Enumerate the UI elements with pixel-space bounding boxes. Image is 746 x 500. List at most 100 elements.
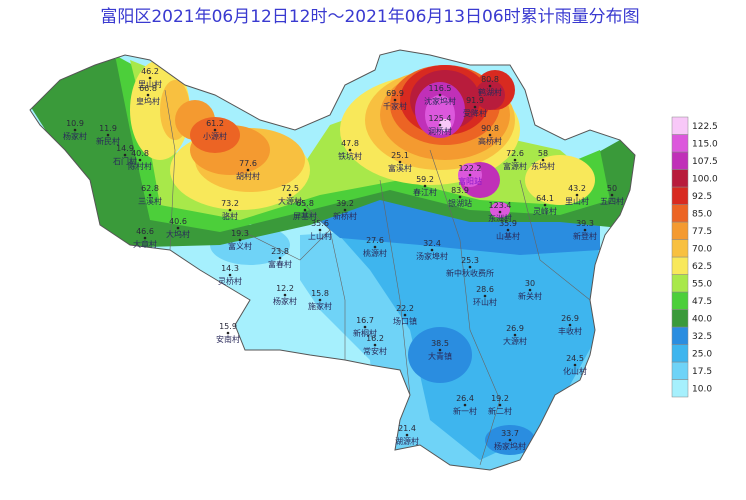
station-value: 32.4 — [423, 239, 441, 248]
station-value: 25.1 — [391, 151, 409, 160]
legend-label: 40.0 — [692, 314, 712, 324]
region-outline — [29, 49, 636, 471]
station-value: 14.3 — [221, 264, 239, 273]
station-dot — [506, 228, 510, 232]
station-dot — [228, 273, 232, 277]
station-dot — [468, 265, 472, 269]
station-value: 59.2 — [416, 175, 434, 184]
station-name: 富源村 — [503, 161, 527, 171]
station-name: 新桐村 — [353, 328, 377, 338]
map-title: 富阳区2021年06月12日12时～2021年06月13日06时累计雨量分布图 — [100, 7, 639, 27]
station-name: 富阳站 — [458, 176, 482, 186]
station-value: 27.6 — [366, 236, 384, 245]
station-dot — [468, 173, 472, 177]
town-boundaries — [164, 89, 591, 466]
station-value: 64.1 — [536, 194, 554, 203]
station-name: 常安村 — [363, 346, 387, 356]
station-dot — [373, 343, 377, 347]
legend-swatch — [671, 274, 689, 293]
station-dot — [430, 248, 434, 252]
station-name: 杨家坞村 — [494, 441, 526, 451]
station-value: 22.2 — [396, 304, 414, 313]
station-name: 大青镇 — [428, 351, 452, 361]
rain-zone — [190, 117, 240, 153]
station-value: 21.4 — [398, 424, 416, 433]
legend-label: 92.5 — [692, 192, 712, 202]
station-name: 银湖站 — [448, 198, 472, 208]
station-value: 12.2 — [276, 284, 294, 293]
station-dot — [138, 158, 142, 162]
station-dot — [228, 208, 232, 212]
station-value: 15.9 — [219, 322, 237, 331]
station-name: 安南村 — [216, 334, 240, 344]
station-name: 石门村 — [113, 156, 137, 166]
station-dot — [498, 403, 502, 407]
station-dot — [438, 348, 442, 352]
station-name: 新民村 — [96, 136, 120, 146]
station-dot — [123, 153, 127, 157]
station-value: 125.4 — [429, 114, 452, 123]
station-dot — [541, 158, 545, 162]
station-value: 35.6 — [311, 219, 329, 228]
legend-label: 115.0 — [692, 139, 718, 149]
station-name: 胡村村 — [236, 171, 260, 181]
station-dot — [343, 208, 347, 212]
legend-label: 47.5 — [692, 297, 712, 307]
station-dot — [528, 288, 532, 292]
station-name: 施家村 — [308, 301, 332, 311]
legend-label: 32.5 — [692, 332, 712, 342]
station-name: 洞桥村 — [428, 126, 452, 136]
station-value: 83.9 — [451, 186, 469, 195]
legend-swatch — [671, 361, 689, 380]
station-value: 14.9 — [116, 144, 134, 153]
station-dot — [573, 363, 577, 367]
station-name: 春江村 — [413, 187, 437, 197]
station-value: 39.2 — [336, 199, 354, 208]
rain-zone — [490, 202, 510, 218]
legend-label: 85.0 — [692, 209, 712, 219]
station-value: 26.9 — [561, 314, 579, 323]
rain-zone — [525, 155, 595, 205]
legend: 10.0 17.5 25.0 32.5 40.0 47.5 55.0 62.5 70.0 77.5… — [671, 116, 718, 398]
station-value: 38.5 — [431, 339, 449, 348]
station-name: 新登村 — [573, 231, 597, 241]
station-name: 上山村 — [308, 231, 332, 241]
legend-label: 107.5 — [692, 157, 718, 167]
station-name: 骆村 — [222, 211, 238, 221]
station-name: 鹤湖村 — [478, 87, 502, 97]
station-name: 东洲村 — [488, 213, 512, 223]
station-dot — [583, 228, 587, 232]
station-value: 123.4 — [489, 201, 512, 210]
station-name: 山基村 — [496, 231, 520, 241]
station-dot — [398, 160, 402, 164]
station-dot — [318, 228, 322, 232]
station-name: 屏基村 — [293, 211, 317, 221]
legend-swatch — [671, 326, 689, 345]
station-value: 40.6 — [169, 217, 187, 226]
station-value: 28.6 — [476, 285, 494, 294]
station-dot — [423, 184, 427, 188]
station-dot — [458, 195, 462, 199]
station-dot — [543, 203, 547, 207]
station-dot — [106, 133, 110, 137]
station-name: 化山村 — [563, 366, 587, 376]
rain-zone — [439, 119, 451, 131]
rain-zone — [330, 215, 600, 460]
station-value: 26.9 — [506, 324, 524, 333]
station-name: 大源村 — [278, 196, 302, 206]
station-value: 50 — [607, 184, 617, 193]
station-dot — [568, 323, 572, 327]
station-value: 24.5 — [566, 354, 584, 363]
station-dot — [363, 325, 367, 329]
station-dot — [73, 128, 77, 132]
station-value: 10.9 — [66, 119, 84, 128]
station-dot — [513, 158, 517, 162]
station-value: 33.7 — [501, 429, 519, 438]
station-value: 23.8 — [271, 247, 289, 256]
legend-swatch — [671, 116, 689, 135]
station-dot — [288, 193, 292, 197]
station-name: 富春村 — [268, 259, 292, 269]
legend-swatch — [671, 151, 689, 170]
station-name: 里山村 — [565, 196, 589, 206]
station-dot — [405, 433, 409, 437]
